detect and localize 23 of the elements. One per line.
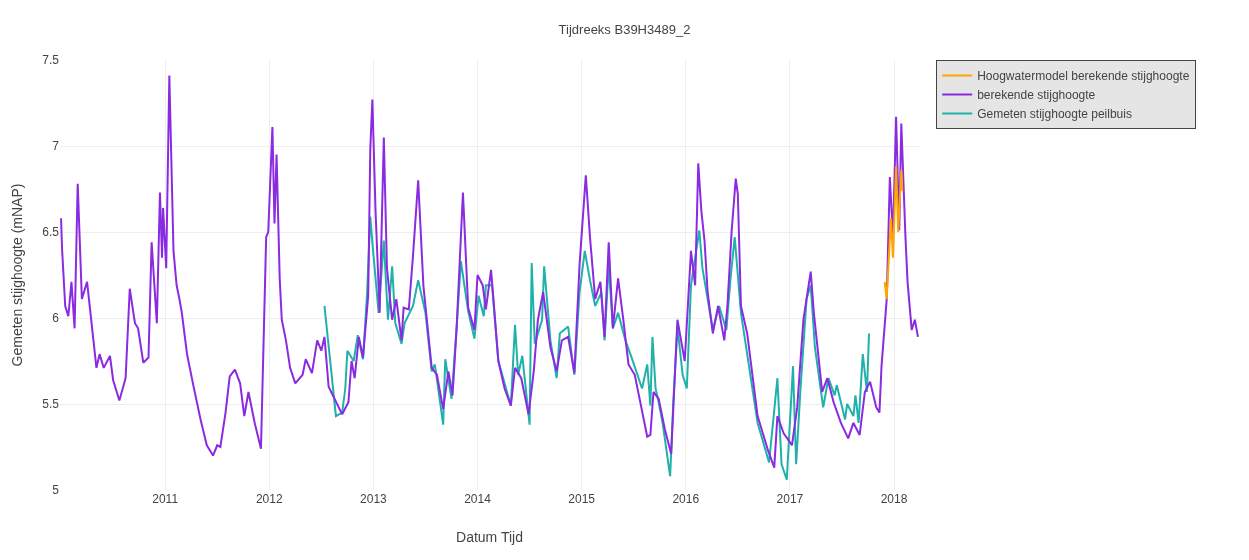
- y-tick-label: 6.5: [42, 225, 60, 240]
- legend-label: berekende stijghoogte: [977, 88, 1096, 103]
- x-tick-label: 2012: [255, 492, 283, 506]
- x-tick-label: 2018: [880, 492, 908, 506]
- y-tick-label: 7.5: [42, 53, 60, 68]
- x-tick-label: 2016: [672, 492, 700, 506]
- y-tick-label: 5.5: [42, 397, 60, 412]
- x-tick-label: 2013: [360, 492, 388, 506]
- x-tick-label: 2014: [464, 492, 492, 506]
- legend-label: Gemeten stijghoogte peilbuis: [977, 107, 1132, 122]
- x-tick-label: 2015: [568, 492, 596, 506]
- line-series: [60, 74, 919, 469]
- x-tick-label: 2017: [776, 492, 804, 506]
- chart-title: Tijdreeks B39H3489_2: [558, 22, 691, 38]
- x-axis-title: Datum Tijd: [456, 529, 523, 545]
- y-tick-label: 6: [52, 311, 60, 326]
- line-series: [883, 165, 904, 301]
- y-axis-title: Gemeten stijghoogte (mNAP): [9, 183, 25, 367]
- line-series: [323, 215, 871, 481]
- y-tick-label: 5: [52, 483, 60, 498]
- legend-label: Hoogwatermodel berekende stijghoogte: [977, 69, 1190, 84]
- x-tick-label: 2011: [152, 492, 179, 506]
- y-tick-label: 7: [52, 139, 60, 154]
